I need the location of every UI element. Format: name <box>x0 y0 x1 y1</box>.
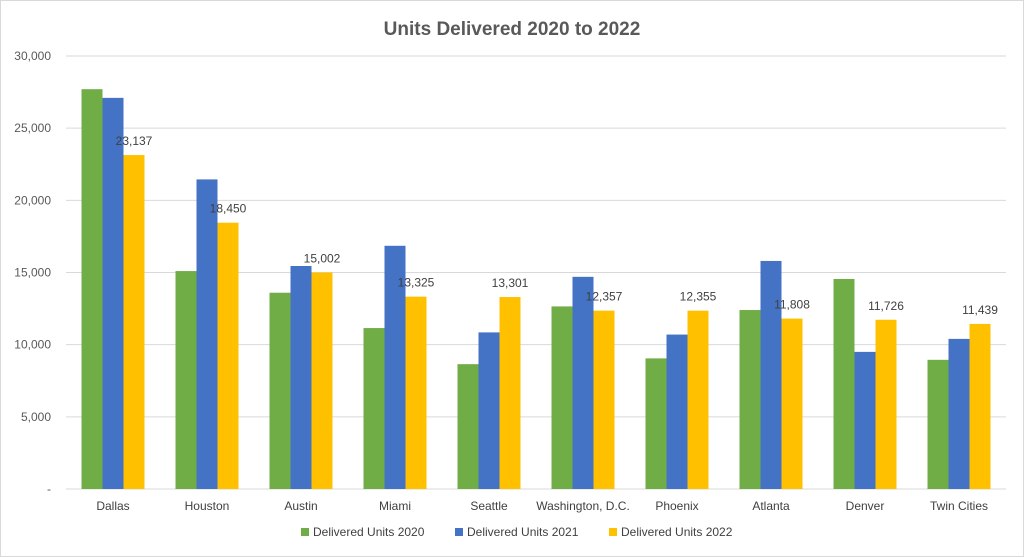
bar <box>175 271 197 489</box>
data-label: 15,002 <box>304 251 341 265</box>
y-tick-label: 10,000 <box>14 338 51 352</box>
data-label: 13,301 <box>492 276 529 290</box>
bar <box>551 306 573 489</box>
bar <box>196 179 218 489</box>
bar <box>102 97 124 490</box>
bar <box>363 328 385 489</box>
y-axis-ticks: - 5,000 10,000 15,000 20,000 25,000 30,000 <box>14 49 51 496</box>
bar <box>781 318 803 489</box>
legend-swatch <box>609 528 617 536</box>
x-category-label: Houston <box>185 499 230 513</box>
x-category-label: Dallas <box>96 499 129 513</box>
y-tick-label: 25,000 <box>14 121 51 135</box>
bar <box>645 358 667 489</box>
bar <box>854 351 876 489</box>
bar <box>875 319 897 489</box>
legend-label: Delivered Units 2022 <box>621 525 733 539</box>
bar <box>123 155 145 489</box>
x-category-label: Seattle <box>470 499 508 513</box>
data-label: 11,726 <box>868 299 904 313</box>
data-label: 18,450 <box>210 202 247 216</box>
legend: Delivered Units 2020 Delivered Units 2021… <box>301 525 733 539</box>
bar <box>833 278 855 489</box>
data-label: 12,355 <box>680 290 717 304</box>
y-tick-label: 30,000 <box>14 49 51 63</box>
data-label: 23,137 <box>116 134 153 148</box>
x-axis-categories: Dallas Houston Austin Miami Seattle Washingto… <box>96 499 988 513</box>
y-tick-label: 15,000 <box>14 266 51 280</box>
data-label: 12,357 <box>586 290 623 304</box>
data-labels: 23,137 18,450 15,002 13,325 13,301 12,357 12,3… <box>116 134 999 317</box>
bar <box>948 338 970 489</box>
data-label: 11,808 <box>774 298 810 312</box>
x-category-label: Denver <box>846 499 885 513</box>
bar <box>666 334 688 489</box>
bar <box>311 272 333 489</box>
bar <box>927 359 949 489</box>
legend-swatch <box>455 528 463 536</box>
bar <box>405 296 427 489</box>
bar <box>81 89 103 490</box>
legend-label: Delivered Units 2020 <box>313 525 425 539</box>
bar <box>290 266 312 489</box>
x-category-label: Washington, D.C. <box>536 499 630 513</box>
bar <box>217 222 239 489</box>
x-category-label: Atlanta <box>752 499 790 513</box>
x-category-label: Phoenix <box>655 499 698 513</box>
data-label: 13,325 <box>398 276 435 290</box>
bar <box>499 297 521 489</box>
y-tick-label: 5,000 <box>21 410 51 424</box>
bar <box>687 310 709 489</box>
bar <box>760 260 782 489</box>
y-tick-label: - <box>47 482 51 496</box>
data-label: 11,439 <box>962 303 998 317</box>
bar <box>572 276 594 489</box>
x-category-label: Miami <box>379 499 411 513</box>
legend-swatch <box>301 528 309 536</box>
bar <box>269 292 291 489</box>
x-category-label: Twin Cities <box>930 499 988 513</box>
x-category-label: Austin <box>284 499 317 513</box>
chart-title: Units Delivered 2020 to 2022 <box>384 19 641 40</box>
bar <box>739 310 761 489</box>
legend-label: Delivered Units 2021 <box>467 525 579 539</box>
bar <box>478 332 500 489</box>
bars <box>81 89 991 490</box>
bar <box>593 310 615 489</box>
bar <box>457 364 479 489</box>
y-tick-label: 20,000 <box>14 193 51 207</box>
bar <box>969 323 991 489</box>
bar <box>384 245 406 489</box>
